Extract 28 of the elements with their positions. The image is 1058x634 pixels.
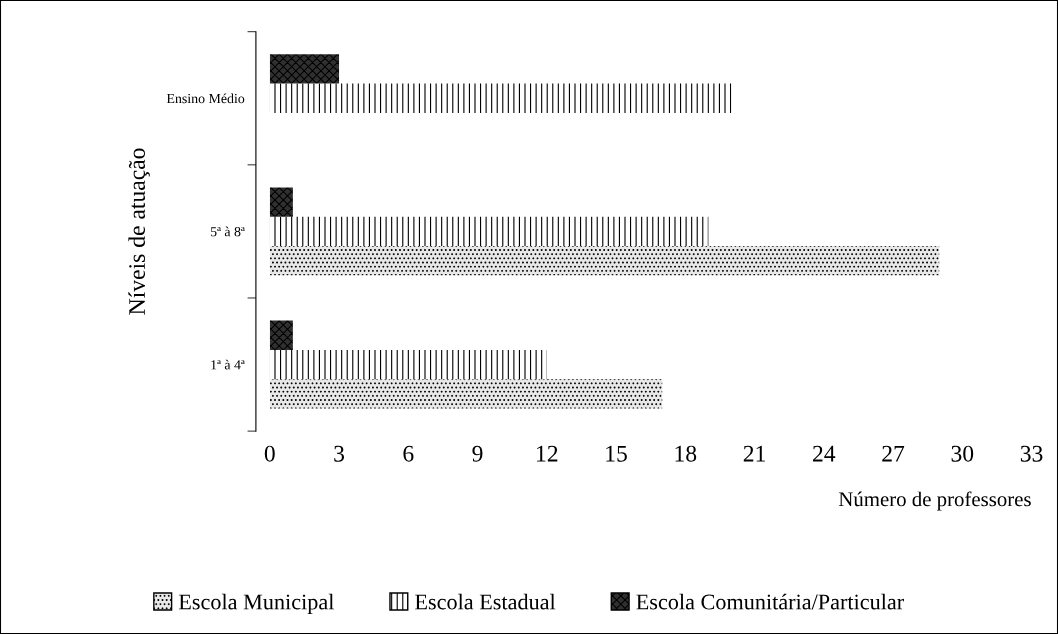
bar [269,320,293,350]
y-tick-label: 1ª à 4ª [211,359,245,370]
x-tick-label: 12 [537,445,558,462]
bar [269,187,293,217]
x-tick-label: 3 [334,445,345,462]
x-tick-label: 15 [606,445,627,462]
y-tick-label: 5ª à 8ª [210,226,245,237]
x-tick-label: 27 [882,445,905,462]
x-axis-title: Número de professores [838,491,1031,511]
legend-label: Escola Municipal [178,593,334,614]
bar [269,54,340,84]
legend-label: Escola Estadual [415,593,556,610]
x-tick-label: 9 [472,445,483,462]
bar [269,246,940,276]
y-axis-title: Níveis de atuação [128,148,150,315]
x-tick-label: 33 [1020,445,1043,462]
x-tick-label: 24 [813,445,836,462]
x-tick-label: 6 [403,445,414,462]
x-tick-label: 18 [675,445,697,462]
x-tick-label: 0 [264,445,275,462]
bar [269,349,547,380]
bar [269,216,709,247]
x-tick-label: 30 [951,445,974,462]
x-tick-label: 21 [743,445,765,462]
legend-label: Escola Comunitária/Particular [636,593,904,610]
bar [269,83,732,113]
y-tick-label: Ensino Médio [166,93,245,104]
bar [269,379,663,409]
